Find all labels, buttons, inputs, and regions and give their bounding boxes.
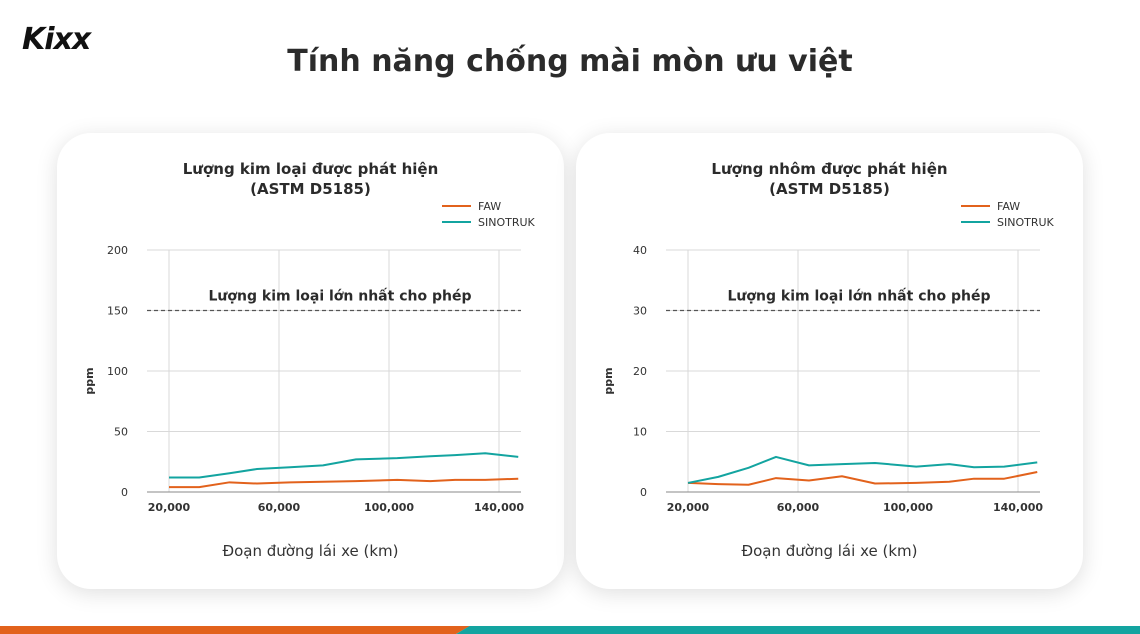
x-tick-label: 140,000 bbox=[474, 501, 524, 514]
series-line-sinotruk bbox=[169, 452, 519, 479]
y-tick-label: 0 bbox=[121, 486, 128, 499]
y-tick-label: 100 bbox=[107, 365, 128, 378]
line-chart-metal: 0 50 100 150 200 20,000 60,000 100,000 140,000 pp… bbox=[83, 200, 536, 514]
chart-title-line2: (ASTM D5185) bbox=[769, 180, 890, 198]
y-tick-label: 0 bbox=[640, 486, 647, 499]
series-line-faw bbox=[687, 471, 1038, 486]
chart-title-line1: Lượng kim loại được phát hiện bbox=[182, 160, 439, 178]
y-tick-label: 200 bbox=[107, 244, 128, 257]
y-axis-label: ppm bbox=[83, 367, 96, 394]
chart-title: Lượng nhôm được phát hiện (ASTM D5185) bbox=[576, 159, 1083, 199]
x-tick-label: 20,000 bbox=[667, 501, 710, 514]
legend-label: SINOTRUK bbox=[478, 216, 536, 229]
chart-title-line2: (ASTM D5185) bbox=[250, 180, 371, 198]
footer-stripe-teal bbox=[456, 626, 1140, 634]
x-tick-label: 60,000 bbox=[777, 501, 820, 514]
legend-label: SINOTRUK bbox=[997, 216, 1055, 229]
chart-title: Lượng kim loại được phát hiện (ASTM D518… bbox=[57, 159, 564, 199]
x-axis-label: Đoạn đường lái xe (km) bbox=[222, 542, 399, 560]
y-tick-label: 150 bbox=[107, 305, 128, 318]
chart-card-aluminum: Lượng nhôm được phát hiện (ASTM D5185) 0… bbox=[576, 133, 1083, 589]
x-tick-label: 100,000 bbox=[364, 501, 414, 514]
y-tick-label: 10 bbox=[633, 426, 647, 439]
legend-label: FAW bbox=[997, 200, 1020, 213]
footer-stripe-orange bbox=[0, 626, 470, 634]
y-tick-label: 20 bbox=[633, 365, 647, 378]
x-axis-label: Đoạn đường lái xe (km) bbox=[741, 542, 918, 560]
y-axis-label: ppm bbox=[602, 367, 615, 394]
x-tick-label: 100,000 bbox=[883, 501, 933, 514]
legend-label: FAW bbox=[478, 200, 501, 213]
line-chart-aluminum: 0 10 20 30 40 20,000 60,000 100,000 140,000 ppm Lư… bbox=[602, 200, 1055, 514]
y-tick-label: 30 bbox=[633, 305, 647, 318]
x-tick-label: 60,000 bbox=[258, 501, 301, 514]
kixx-logo: Kixx bbox=[22, 22, 91, 57]
chart-card-metal: Lượng kim loại được phát hiện (ASTM D518… bbox=[57, 133, 564, 589]
chart-title-line1: Lượng nhôm được phát hiện bbox=[711, 160, 948, 178]
series-line-faw bbox=[169, 477, 519, 489]
x-tick-label: 20,000 bbox=[148, 501, 191, 514]
threshold-label: Lượng kim loại lớn nhất cho phép bbox=[728, 288, 991, 305]
threshold-label: Lượng kim loại lớn nhất cho phép bbox=[209, 288, 472, 305]
page-title: Tính năng chống mài mòn ưu việt bbox=[287, 44, 853, 79]
y-tick-label: 40 bbox=[633, 244, 647, 257]
y-tick-label: 50 bbox=[114, 426, 128, 439]
x-tick-label: 140,000 bbox=[993, 501, 1043, 514]
series-line-sinotruk bbox=[687, 455, 1038, 484]
